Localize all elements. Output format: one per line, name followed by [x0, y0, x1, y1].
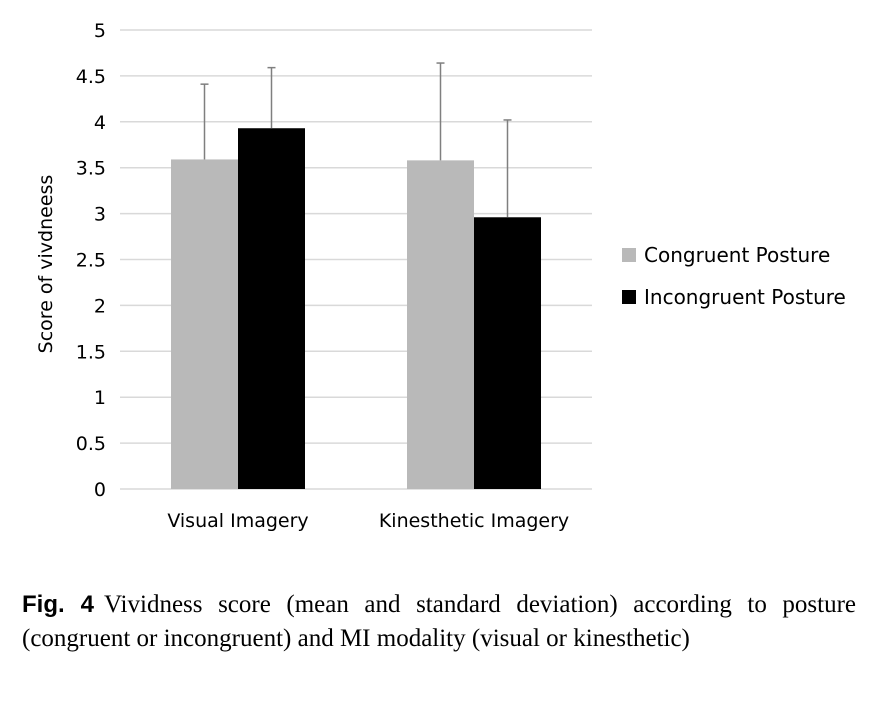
x-category-label: Visual Imagery — [167, 510, 308, 532]
bars — [171, 128, 541, 490]
bar-congruent-posture-visual-imagery — [171, 159, 238, 490]
y-tick-label: 2.5 — [76, 250, 106, 272]
x-category-label: Kinesthetic Imagery — [379, 510, 569, 532]
y-tick-label: 4.5 — [76, 66, 106, 88]
y-tick-label: 3 — [94, 204, 106, 226]
bar-chart: 0 0.5 1 1.5 2 2.5 3 3.5 4 4.5 5 Visual Imagery Kine… — [35, 20, 846, 532]
legend-swatch — [622, 248, 636, 262]
y-tick-label: 3.5 — [76, 158, 106, 180]
legend-swatch — [622, 290, 636, 304]
x-category-labels: Visual Imagery Kinesthetic Imagery — [167, 510, 569, 532]
legend: Congruent Posture Incongruent Posture — [622, 243, 846, 309]
bar-incongruent-posture-kinesthetic-imagery — [474, 217, 541, 489]
figure-caption-text: Vividness score (mean and standard devia… — [22, 591, 856, 652]
bar-congruent-posture-kinesthetic-imagery — [407, 160, 474, 489]
y-tick-labels: 0 0.5 1 1.5 2 2.5 3 3.5 4 4.5 5 — [76, 20, 106, 501]
legend-label: Incongruent Posture — [644, 285, 846, 309]
y-tick-label: 0.5 — [76, 433, 106, 455]
bar-incongruent-posture-visual-imagery — [238, 128, 305, 489]
y-tick-label: 0 — [94, 479, 106, 501]
y-tick-label: 5 — [94, 20, 106, 42]
figure-caption-label: Fig. 4 — [22, 591, 94, 618]
legend-label: Congruent Posture — [644, 243, 830, 267]
error-bars — [200, 62, 512, 218]
y-tick-label: 1.5 — [76, 341, 106, 363]
y-tick-label: 4 — [94, 112, 106, 134]
y-tick-label: 1 — [94, 387, 106, 409]
figure-caption: Fig. 4 Vividness score (mean and standard… — [22, 588, 856, 656]
y-tick-label: 2 — [94, 295, 106, 317]
y-axis-title: Score of vivdneess — [35, 175, 57, 354]
